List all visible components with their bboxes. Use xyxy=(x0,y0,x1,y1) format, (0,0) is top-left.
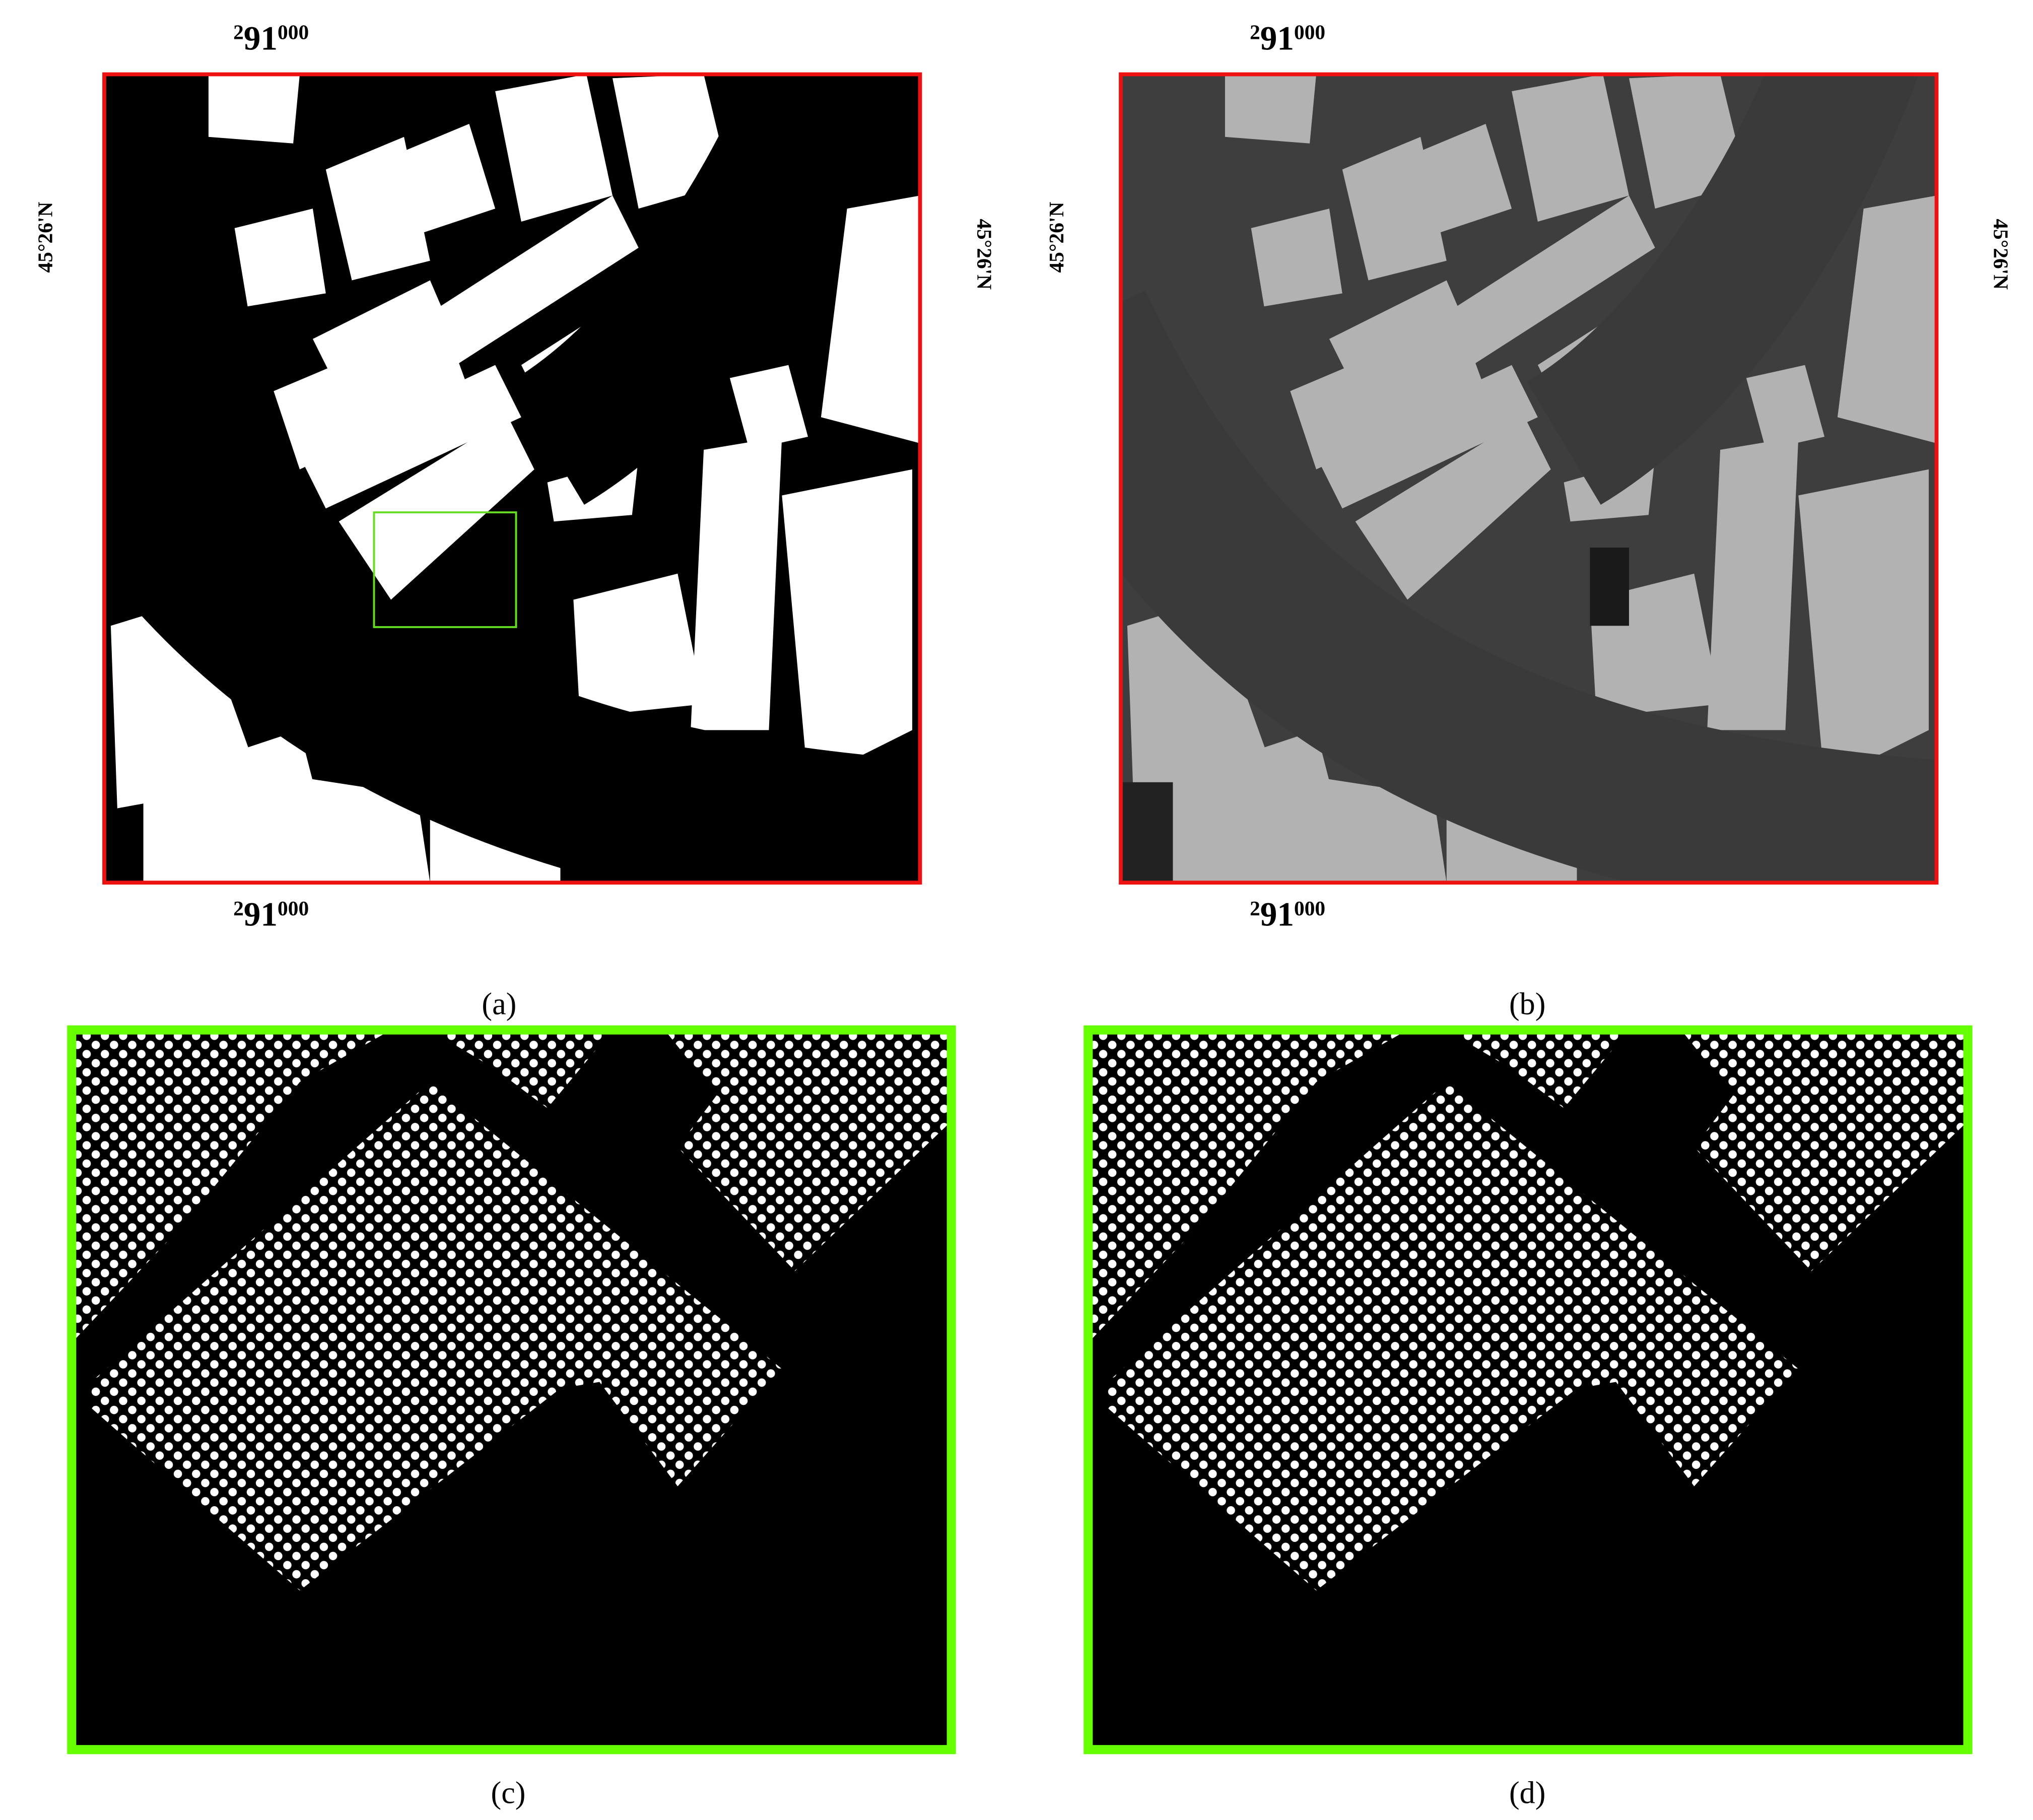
easting-label: 291000 xyxy=(1250,19,1325,57)
caption: (d) xyxy=(1509,1776,1545,1810)
latitude-label: 45°26'N xyxy=(33,202,56,273)
easting-label: 291000 xyxy=(1250,896,1325,933)
map-frame xyxy=(1119,72,1939,885)
panel-d: (d) xyxy=(1083,1025,1973,1810)
latitude-label: 45°26'N xyxy=(1989,219,2012,290)
zoom-detail xyxy=(72,1030,952,1750)
zoom-frame xyxy=(67,1025,956,1755)
easting-label: 291000 xyxy=(233,896,309,933)
caption: (b) xyxy=(1509,987,1545,1022)
zoom-frame xyxy=(1083,1025,1973,1755)
caption: (a) xyxy=(482,987,516,1022)
map-binary xyxy=(52,74,964,883)
map-classified xyxy=(1068,74,1937,883)
zoom-detail xyxy=(1088,1030,1968,1750)
latitude-label: 45°26'N xyxy=(973,219,996,290)
caption: (c) xyxy=(491,1776,526,1810)
zoom-box xyxy=(373,511,517,628)
latitude-label: 45°26'N xyxy=(1045,202,1068,273)
map-frame xyxy=(102,72,922,885)
easting-label: 291000 xyxy=(233,19,309,57)
panel-c: (c) xyxy=(67,1025,956,1810)
panel-a: 291000 291000 45°26'N 45°26'N (a) xyxy=(33,19,996,1021)
panel-b: 291000 291000 45°26'N 45°26'N (b) xyxy=(1045,19,2012,1021)
